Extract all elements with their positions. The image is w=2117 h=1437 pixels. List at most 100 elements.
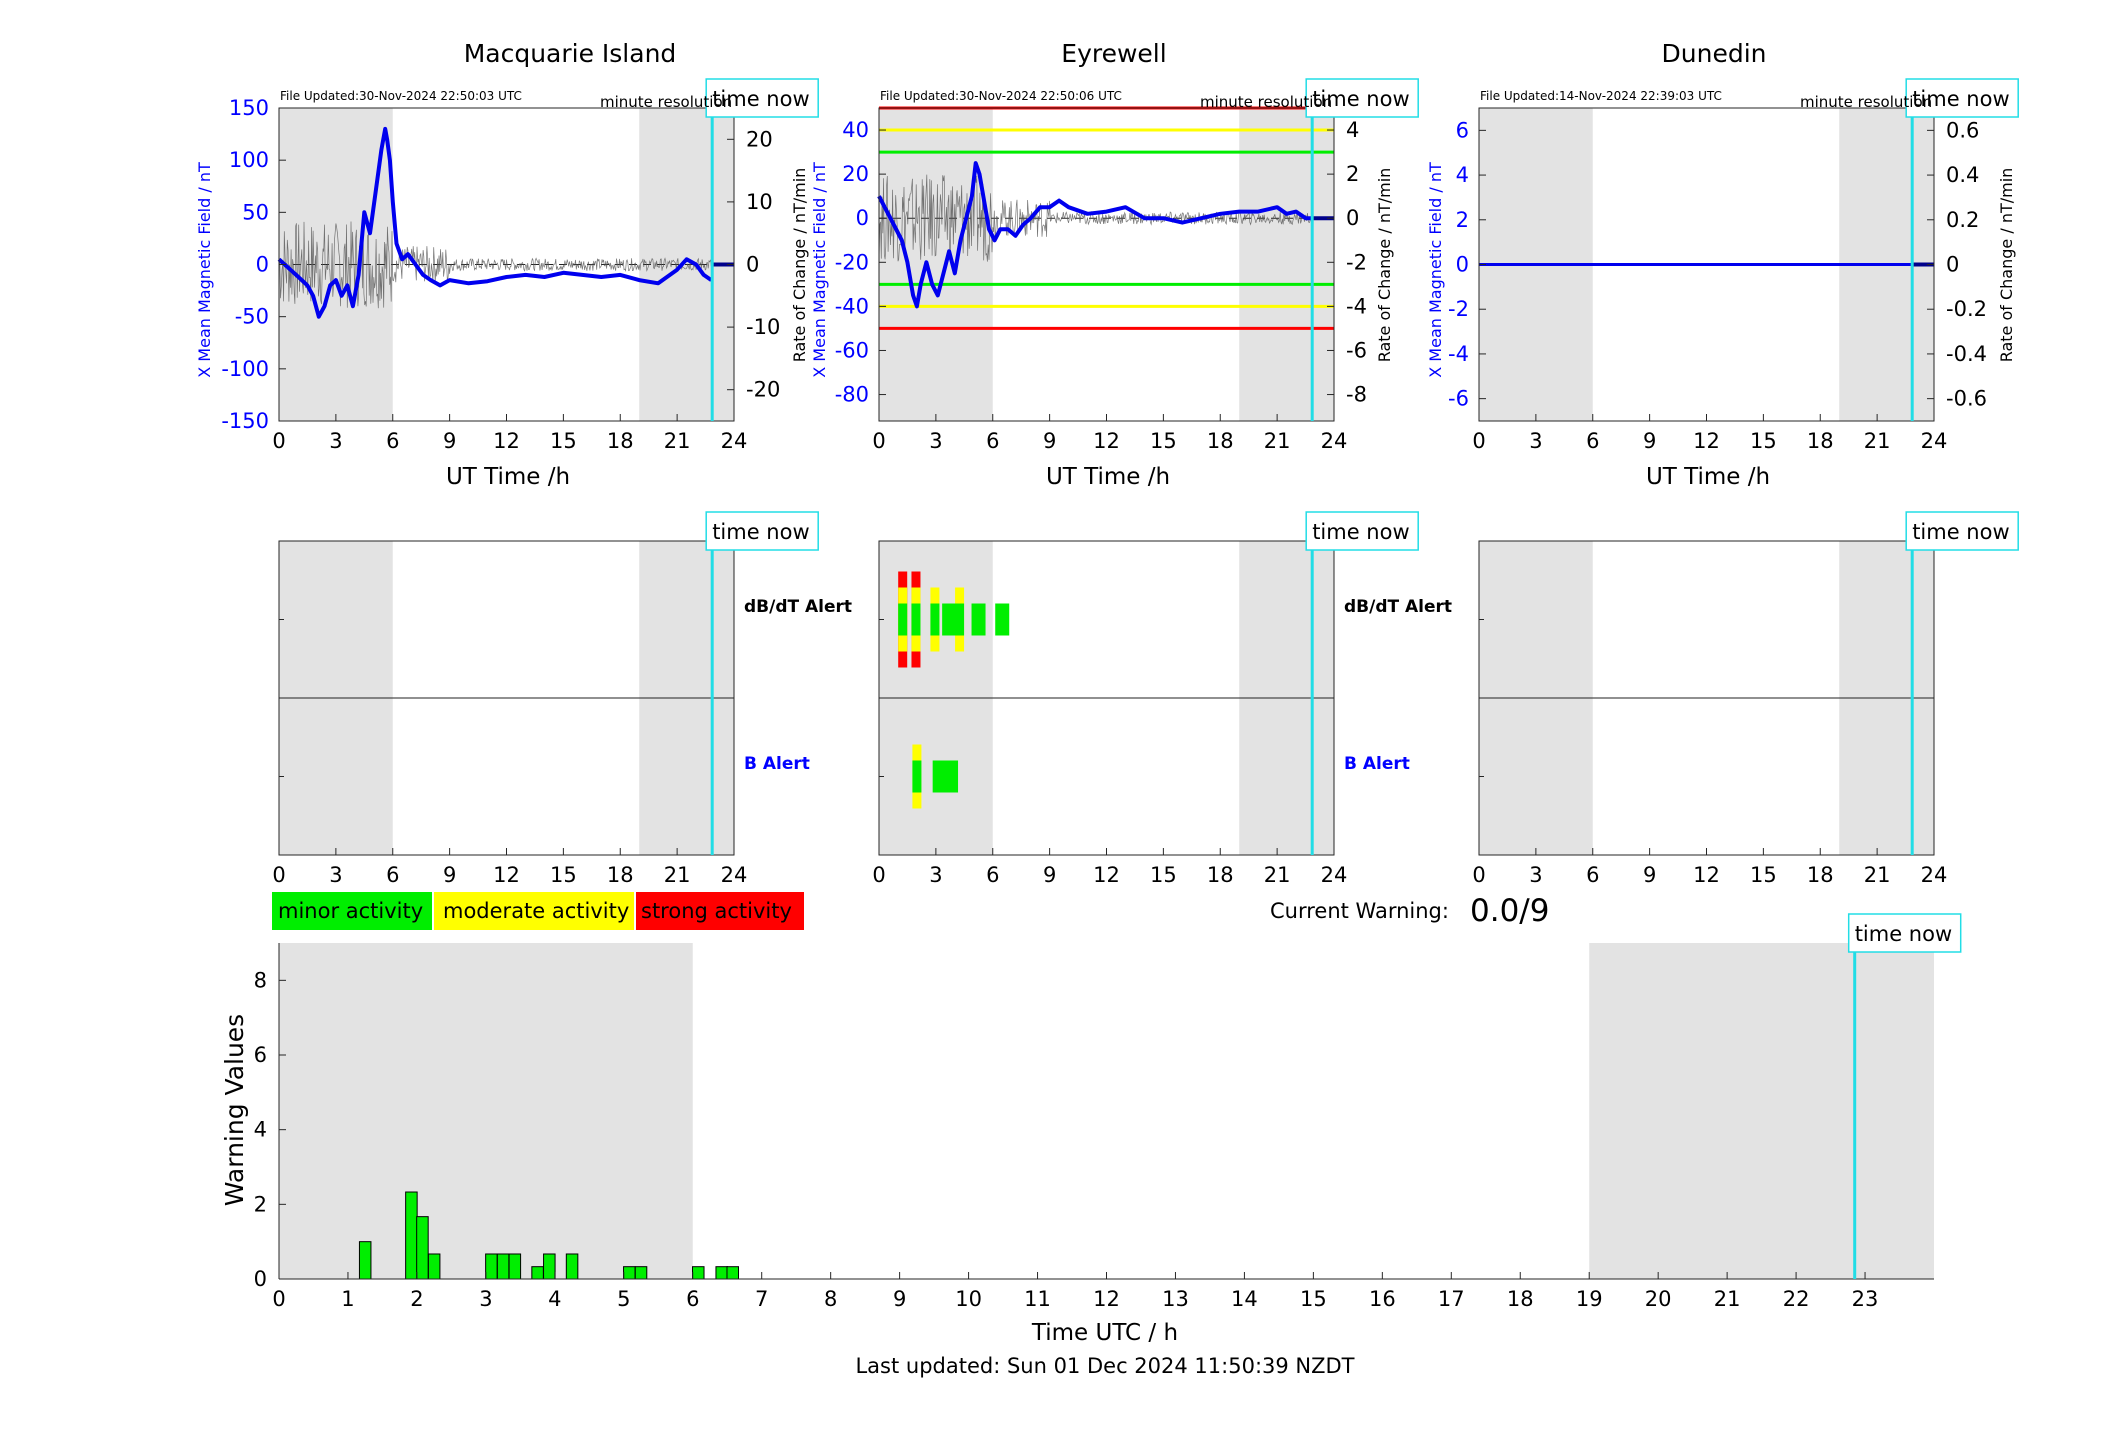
warning-xlabel: Time UTC / h — [1031, 1320, 1178, 1346]
field-macquarie-time-now-box — [705, 78, 819, 118]
warning-xtick-label-1: 1 — [341, 1287, 354, 1311]
alerts-dunedin-time-now-label: time now — [1912, 520, 2009, 544]
warning-xtick-label-10: 10 — [955, 1287, 982, 1311]
legend-label-moderate: moderate activity — [443, 899, 629, 923]
legend-swatch-strong — [636, 892, 804, 930]
warning-xtick-label-9: 9 — [893, 1287, 906, 1311]
field-macquarie-xtick-label-0: 0 — [272, 429, 285, 453]
text-layer: Macquarie Island Eyrewell Dunedin File U… — [195, 39, 2016, 1378]
field-eyrewell-series-line — [877, 161, 1314, 309]
b-alert-label-eyrewell: B Alert — [1344, 754, 1410, 774]
alerts-eyrewell-b-alert-bar-0-level-1 — [912, 760, 922, 793]
field-eyrewell-ytick-right-label--6: -6 — [1346, 338, 1367, 362]
warning-bar-5 — [496, 1253, 510, 1280]
legend-label-strong: strong activity — [641, 899, 792, 923]
alerts-eyrewell-dbdt-alert-bar-3-level-1 — [955, 603, 965, 636]
field-dunedin-xtick-label-3: 3 — [1529, 429, 1542, 453]
field-macquarie-xtick-label-24: 24 — [721, 429, 748, 453]
warning-xtick-label-2: 2 — [410, 1287, 423, 1311]
field-macquarie-ytick-right-label-0: 0 — [746, 253, 759, 277]
alerts-macquarie-time-now-label: time now — [712, 520, 809, 544]
ylabel-right-macquarie: Rate of Change / nT/min — [790, 168, 809, 363]
xlabel-macquarie: UT Time /h — [446, 464, 570, 490]
alerts-macquarie-xtick-label-0: 0 — [272, 863, 285, 887]
alerts-macquarie-xtick-label-21: 21 — [664, 863, 691, 887]
warning-ylabel: Warning Values — [220, 1014, 249, 1206]
ylabel-right-dunedin: Rate of Change / nT/min — [1997, 168, 2016, 363]
file-updated-eyrewell: File Updated:30-Nov-2024 22:50:06 UTC — [880, 89, 1122, 103]
field-eyrewell-ytick-label--20: -20 — [835, 250, 869, 274]
alerts-macquarie-xtick-label-3: 3 — [329, 863, 342, 887]
field-eyrewell-xtick-label-24: 24 — [1321, 429, 1348, 453]
last-updated: Last updated: Sun 01 Dec 2024 11:50:39 N… — [855, 1354, 1354, 1378]
warning-xtick-label-21: 21 — [1714, 1287, 1741, 1311]
warning-xtick-label-5: 5 — [617, 1287, 630, 1311]
alerts-dunedin-xtick-label-3: 3 — [1529, 863, 1542, 887]
warning-bar-9 — [565, 1253, 579, 1280]
warning-bar-11 — [634, 1266, 648, 1280]
field-dunedin-ytick-right-label-0.2: 0.2 — [1946, 208, 1979, 232]
plots-layer: 0 3 6 9 12 15 18 21 24150100500-50-100-15020100-… — [221, 78, 2019, 1311]
alerts-eyrewell-xtick-label-3: 3 — [929, 863, 942, 887]
chart-title-macquarie: Macquarie Island — [464, 39, 677, 68]
warning-xtick-label-18: 18 — [1507, 1287, 1534, 1311]
warning-xtick-label-6: 6 — [686, 1287, 699, 1311]
warning-bar-3 — [427, 1253, 441, 1280]
warning-xtick-label-11: 11 — [1024, 1287, 1051, 1311]
field-dunedin-ytick-label-6: 6 — [1456, 118, 1469, 142]
warning-xtick-label-22: 22 — [1783, 1287, 1810, 1311]
alerts-eyrewell-dbdt-alert-bar-1-level-1 — [911, 603, 921, 636]
field-dunedin-xtick-label-24: 24 — [1921, 429, 1948, 453]
field-macquarie-xtick-label-18: 18 — [607, 429, 634, 453]
field-eyrewell-ytick-label--40: -40 — [835, 294, 869, 318]
field-dunedin-ytick-right-label-0.6: 0.6 — [1946, 118, 1979, 142]
alerts-eyrewell-xtick-label-15: 15 — [1150, 863, 1177, 887]
warning-bar-14 — [726, 1266, 740, 1280]
warning-bar-4 — [485, 1253, 498, 1280]
field-dunedin-xtick-label-21: 21 — [1864, 429, 1891, 453]
warning-xtick-label-14: 14 — [1231, 1287, 1258, 1311]
field-eyrewell-xtick-label-0: 0 — [872, 429, 885, 453]
minute-resolution-dunedin: minute resolution — [1800, 93, 1932, 111]
xlabel-eyrewell: UT Time /h — [1046, 464, 1170, 490]
field-macquarie-ytick-label-150: 150 — [229, 96, 269, 120]
warning-time-now-label: time now — [1855, 922, 1952, 946]
field-eyrewell-ytick-label--80: -80 — [835, 383, 869, 407]
dbdt-alert-label-eyrewell: dB/dT Alert — [1344, 597, 1452, 617]
field-dunedin-ytick-label-0: 0 — [1456, 253, 1469, 277]
field-macquarie-time-now-label: time now — [712, 87, 809, 111]
field-dunedin-ytick-label--6: -6 — [1448, 387, 1469, 411]
field-dunedin-xtick-label-12: 12 — [1693, 429, 1720, 453]
field-eyrewell-ytick-right-label-2: 2 — [1346, 162, 1359, 186]
field-dunedin-xtick-label-0: 0 — [1472, 429, 1485, 453]
warning-ytick-label-8: 8 — [254, 968, 267, 992]
warning-night-band-0 — [279, 943, 693, 1279]
field-dunedin-xtick-label-6: 6 — [1586, 429, 1599, 453]
file-updated-dunedin: File Updated:14-Nov-2024 22:39:03 UTC — [1480, 89, 1722, 103]
alerts-eyrewell-b-alert-bar-2-level-1 — [944, 760, 959, 793]
warning-xtick-label-19: 19 — [1576, 1287, 1603, 1311]
alerts-eyrewell-xtick-label-18: 18 — [1207, 863, 1234, 887]
alerts-eyrewell-dbdt-alert-bar-5-level-1 — [995, 603, 1010, 636]
field-eyrewell-ytick-right-label--8: -8 — [1346, 383, 1367, 407]
alerts-eyrewell-xtick-label-9: 9 — [1043, 863, 1056, 887]
field-eyrewell-xtick-label-12: 12 — [1093, 429, 1120, 453]
field-eyrewell-ytick-label-40: 40 — [842, 118, 869, 142]
field-macquarie-xtick-label-6: 6 — [386, 429, 399, 453]
current-warning-value: 0.0/9 — [1470, 893, 1549, 929]
field-dunedin-xtick-label-15: 15 — [1750, 429, 1777, 453]
alerts-dunedin-xtick-label-6: 6 — [1586, 863, 1599, 887]
field-eyrewell-ytick-label-0: 0 — [856, 206, 869, 230]
alerts-eyrewell-xtick-label-24: 24 — [1321, 863, 1348, 887]
field-eyrewell-ytick-right-label--4: -4 — [1346, 294, 1367, 318]
activity-legend: minor activity moderate activity strong … — [272, 892, 804, 930]
minute-resolution-macquarie: minute resolution — [600, 93, 732, 111]
field-eyrewell-xtick-label-3: 3 — [929, 429, 942, 453]
field-dunedin-xtick-label-18: 18 — [1807, 429, 1834, 453]
warning-bar-2 — [416, 1216, 429, 1280]
field-eyrewell-xtick-label-21: 21 — [1264, 429, 1291, 453]
alerts-eyrewell-xtick-label-12: 12 — [1093, 863, 1120, 887]
alerts-dunedin-xtick-label-0: 0 — [1472, 863, 1485, 887]
field-macquarie-rate-of-change-line — [278, 221, 713, 309]
alerts-eyrewell-time-now-box — [1305, 511, 1419, 551]
